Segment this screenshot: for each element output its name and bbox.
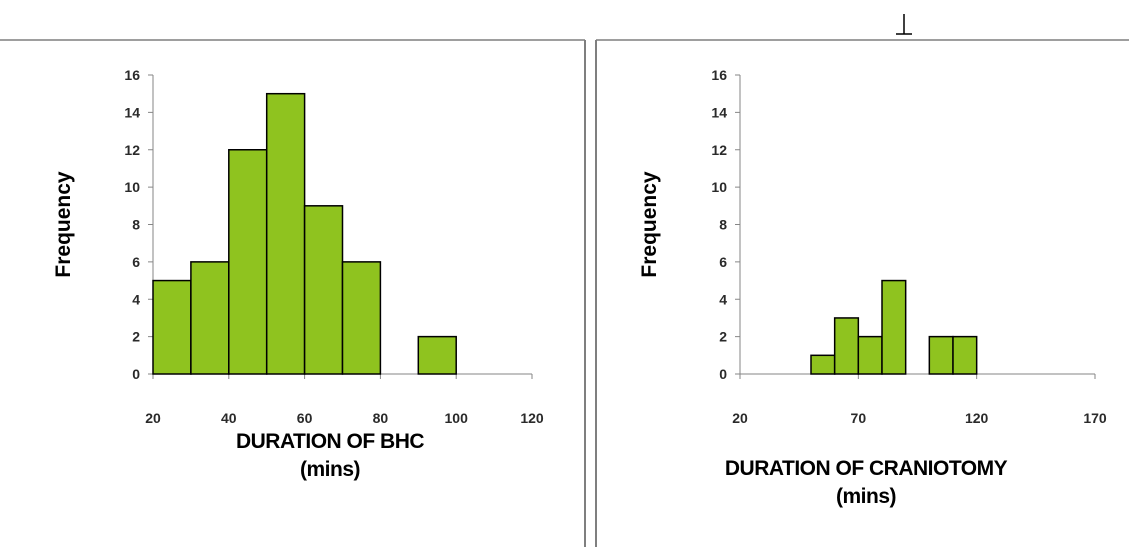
y-tick-label: 12	[124, 142, 140, 158]
x-axis-label-unit: (mins)	[300, 458, 360, 481]
y-tick-label: 16	[124, 67, 140, 83]
x-tick-label: 70	[851, 410, 867, 426]
y-axis-label: Frequency	[52, 171, 75, 278]
x-tick-label: 40	[221, 410, 237, 426]
y-tick-label: 14	[124, 104, 140, 120]
y-tick-label: 8	[719, 217, 727, 233]
x-tick-label: 20	[145, 410, 161, 426]
y-axis-label: Frequency	[638, 171, 661, 278]
x-axis-label: DURATION OF BHC	[236, 430, 424, 453]
y-tick-label: 12	[711, 142, 727, 158]
x-axis-label-unit: (mins)	[836, 485, 896, 508]
x-tick-label: 120	[965, 410, 989, 426]
y-tick-label: 8	[132, 217, 140, 233]
x-tick-label: 120	[520, 410, 544, 426]
histogram-bar	[833, 317, 860, 375]
x-tick-label: 60	[297, 410, 313, 426]
y-tick-label: 4	[132, 291, 140, 307]
y-tick-label: 14	[711, 104, 727, 120]
histogram-bar	[857, 335, 883, 375]
y-tick-label: 2	[132, 329, 140, 345]
y-tick-label: 4	[719, 291, 727, 307]
y-tick-label: 0	[132, 366, 140, 382]
histogram-bar	[928, 335, 954, 375]
x-tick-label: 80	[373, 410, 389, 426]
y-tick-label: 10	[711, 179, 727, 195]
histogram-bhc: 0 2 4 6 8 10 12 14 16 20 40 60 80 100 120 Frequency DURA…	[52, 67, 544, 481]
x-tick-label: 100	[445, 410, 469, 426]
histogram-craniotomy: 0 2 4 6 8 10 12 14 16 20 70 120 170 Frequency DURATION…	[638, 67, 1107, 508]
histogram-bar	[810, 354, 836, 375]
histogram-bar	[303, 205, 344, 375]
x-tick-label: 20	[732, 410, 748, 426]
histogram-bar	[265, 92, 306, 375]
histogram-bar	[952, 335, 978, 375]
x-axis-label: DURATION OF CRANIOTOMY	[725, 457, 1008, 480]
histogram-bar	[417, 335, 457, 375]
histogram-bar	[881, 279, 907, 375]
y-tick-label: 16	[711, 67, 727, 83]
y-tick-label: 6	[132, 254, 140, 270]
y-tick-label: 0	[719, 366, 727, 382]
y-tick-label: 6	[719, 254, 727, 270]
histogram-bar	[190, 261, 230, 375]
x-tick-label: 170	[1083, 410, 1107, 426]
histogram-bar	[152, 279, 192, 375]
histogram-bar	[341, 261, 382, 375]
y-tick-label: 2	[719, 329, 727, 345]
y-tick-label: 10	[124, 179, 140, 195]
histogram-bar	[228, 149, 268, 375]
